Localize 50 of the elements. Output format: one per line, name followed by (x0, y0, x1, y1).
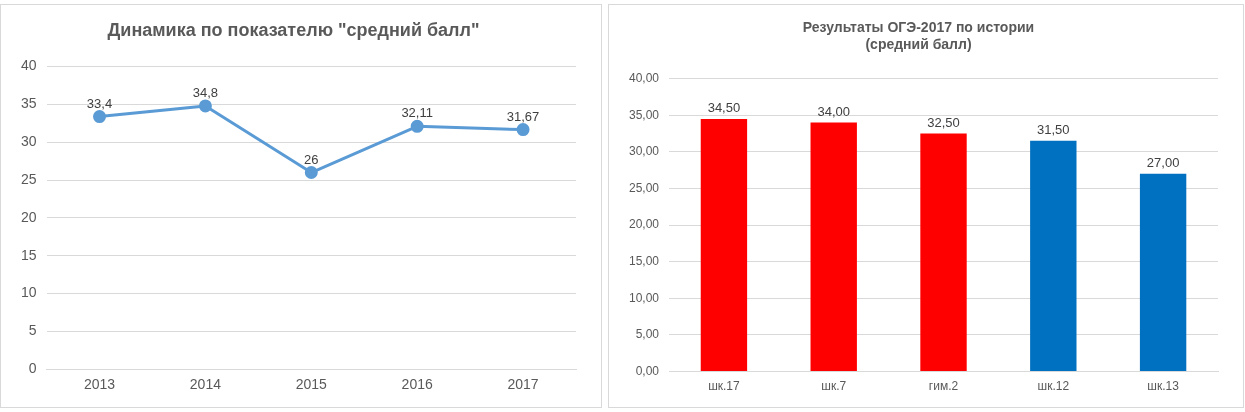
x-tick-label: шк.12 (1037, 379, 1070, 394)
point (93, 110, 107, 124)
bar (810, 122, 857, 372)
point (198, 99, 212, 113)
data-label: 34,8 (192, 85, 219, 101)
y-tick-label: 35 (20, 95, 37, 112)
data-label: 27,00 (1146, 154, 1180, 170)
x-tick-label: 2015 (295, 376, 328, 393)
data-label: 31,67 (506, 108, 540, 124)
y-tick-label: 5 (28, 322, 37, 339)
y-tick-label: 40,00 (629, 70, 660, 85)
x-tick-label: шк.7 (821, 379, 847, 394)
y-tick-label: 40 (20, 57, 37, 74)
chart-title: Динамика по показателю "средний балл" (107, 19, 480, 40)
y-tick-label: 0,00 (635, 363, 660, 378)
data-label: 34,00 (817, 103, 850, 119)
y-tick-label: 15 (20, 246, 37, 263)
bar (1030, 140, 1077, 372)
y-tick-label: 5,00 (635, 327, 660, 342)
bar (920, 133, 967, 372)
y-tick-label: 25 (20, 170, 37, 187)
y-tick-label: 10 (20, 284, 37, 301)
bar (700, 118, 748, 372)
y-tick-label: 30 (20, 133, 37, 150)
x-tick-label: шк.17 (708, 379, 741, 394)
data-label: 32,11 (401, 105, 433, 121)
x-tick-label: гим.2 (928, 379, 959, 394)
y-tick-label: 20 (20, 208, 37, 225)
chart-title: Результаты ОГЭ-2017 по истории (средний балл) (802, 19, 1035, 53)
y-tick-label: 0 (28, 360, 37, 377)
y-tick-label: 15,00 (629, 254, 660, 269)
y-tick-label: 10,00 (629, 290, 660, 305)
x-tick-label: 2013 (83, 376, 116, 393)
x-tick-label: 2014 (189, 376, 222, 393)
x-tick-label: 2016 (401, 376, 433, 393)
point (410, 119, 424, 133)
bar (1139, 173, 1187, 372)
point (304, 166, 318, 180)
y-tick-label: 25,00 (629, 180, 660, 195)
data-label: 34,50 (707, 99, 741, 115)
x-tick-label: шк.13 (1147, 379, 1180, 394)
y-tick-label: 20,00 (629, 217, 660, 232)
y-tick-label: 30,00 (629, 144, 660, 159)
y-tick-label: 35,00 (629, 107, 660, 122)
point (516, 123, 530, 137)
data-label: 32,50 (927, 114, 960, 130)
data-label: 31,50 (1037, 121, 1070, 137)
data-label: 26 (304, 151, 319, 167)
data-label: 33,4 (86, 95, 113, 111)
x-tick-label: 2017 (507, 376, 539, 393)
